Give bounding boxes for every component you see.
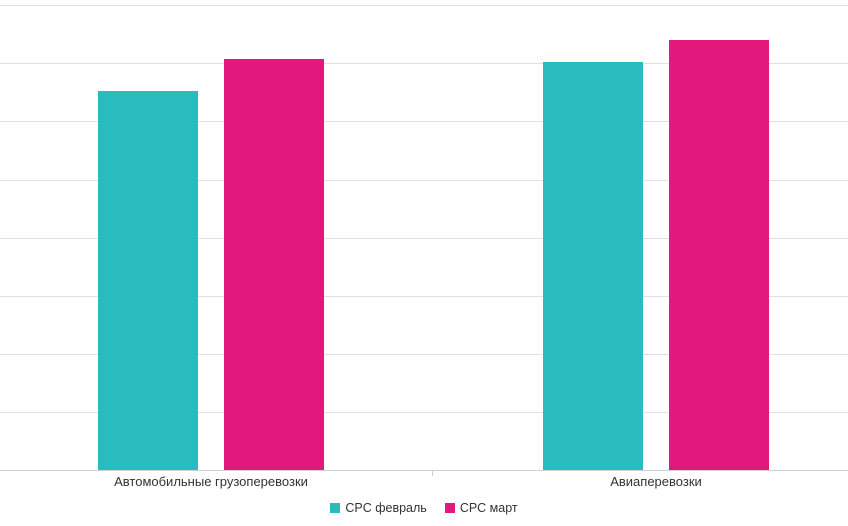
category-label-2: Авиаперевозки: [610, 474, 702, 489]
plot-area: [0, 5, 848, 470]
legend-swatch-february: [330, 503, 341, 513]
bar-series1-category2[interactable]: [543, 62, 643, 470]
legend-item-cpc-march[interactable]: CPC март: [444, 501, 518, 515]
legend-label-march: CPC март: [459, 501, 518, 515]
gridline: [0, 121, 848, 123]
legend: CPC февраль CPC март: [0, 501, 848, 515]
bar-series2-category2[interactable]: [669, 40, 769, 470]
gridline: [0, 63, 848, 65]
category-label-1: Автомобильные грузоперевозки: [114, 474, 308, 489]
x-axis-tick: [432, 470, 433, 476]
legend-item-cpc-february[interactable]: CPC февраль: [330, 501, 427, 515]
gridline: [0, 295, 848, 297]
gridline: [0, 237, 848, 239]
legend-swatch-march: [444, 503, 455, 513]
gridline: [0, 411, 848, 413]
gridline: [0, 5, 848, 7]
bar-series1-category1[interactable]: [98, 91, 198, 470]
gridline: [0, 179, 848, 181]
bar-series2-category1[interactable]: [224, 59, 324, 470]
gridline: [0, 353, 848, 355]
x-axis-line: [0, 470, 848, 471]
legend-label-february: CPC февраль: [345, 501, 427, 515]
